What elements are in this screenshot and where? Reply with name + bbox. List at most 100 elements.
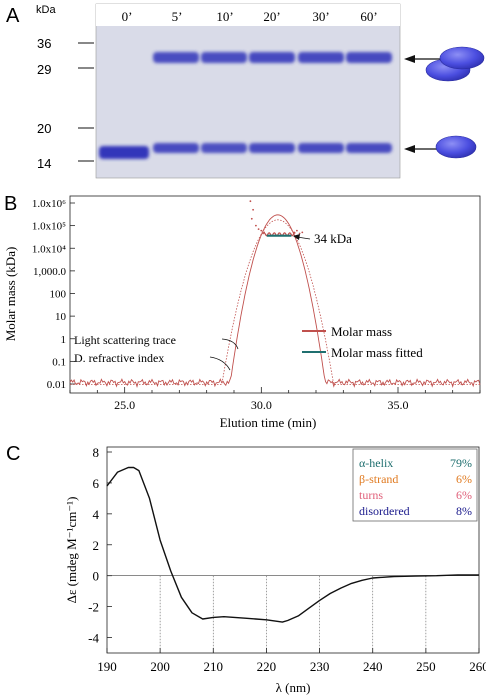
molar-mass-point [257,228,260,231]
leader-light-scattering [221,338,239,350]
y-tick-label: 10 [55,311,67,323]
lane-label-30: 30’ [312,9,329,24]
panel-b-ylabel: Molar mass (kDa) [3,247,18,342]
y-tick-label: -2 [88,600,99,615]
gel-header [96,4,400,26]
monomer-icon [435,135,477,159]
panel-c-x-axis: 190 200 210 220 230 240 250 260 [97,648,486,674]
x-tick-label: 30.0 [251,398,272,412]
leader-refractive-index [209,356,231,371]
dimer-band [153,52,199,63]
y-tick-label: 100 [50,289,67,301]
marker-36: 36 [37,36,51,51]
structure-value: 8% [456,504,472,518]
lane-label-60: 60’ [360,9,377,24]
molar-mass-point [249,200,252,203]
panel-a: A kDa 0’ 5’ 10’ 20’ 30’ 60’ 36 29 20 14 [6,3,485,179]
structure-value: 6% [456,488,472,502]
panel-c-plot-area [106,446,480,654]
structure-label: α-helix [359,456,393,470]
y-tick-label: 1,000.0 [33,266,67,278]
light-scattering-trace [69,214,481,388]
y-tick-label: 1.0x10⁴ [32,243,66,255]
monomer-arrowhead [404,145,415,153]
monomer-band [298,143,344,153]
structure-value: 79% [450,456,472,470]
secondary-structure-box [352,448,478,522]
dimer-band [249,52,295,63]
marker-29: 29 [37,62,51,77]
dimer-band [298,52,344,63]
gel-bands [99,52,392,159]
x-tick-label: 230 [310,659,330,674]
y-tick-label: 2 [93,538,100,553]
marker-14: 14 [37,156,51,171]
panel-c-y-axis: -4 -2 0 2 4 6 8 [88,445,112,646]
structure-value: 6% [456,472,472,486]
panel-c-grid [107,575,479,653]
monomer-band [153,143,199,153]
molar-mass-point [296,229,298,232]
y-tick-label: 0.01 [47,379,66,391]
x-tick-label: 250 [416,659,436,674]
y-tick-label: 0 [93,569,100,584]
molar-mass-point [298,232,301,235]
dimer-band [201,52,247,63]
secondary-structure-table: α-helix 79% β-strand 6% turns 6% disordered 8% [352,448,478,522]
annotation-refractive-index: D. refractive index [74,351,164,365]
x-tick-label: 220 [257,659,277,674]
y-tick-label: 4 [93,507,100,522]
kda-label: kDa [36,4,56,16]
monomer-legend [404,135,477,159]
cd-spectrum-line [106,466,479,623]
structure-label: disordered [359,504,410,518]
lane-label-0: 0’ [122,9,133,24]
monomer-band [346,143,392,153]
y-tick-label: 6 [93,476,100,491]
molar-mass-point [252,208,255,211]
panel-c-xlabel: λ (nm) [276,680,311,695]
panel-c: C -4 -2 0 2 4 6 8 190 200 210 220 230 240 250 260 Δε … [6,443,486,695]
marker-20: 20 [37,121,51,136]
lane-label-20: 20’ [263,9,280,24]
lane-label-10: 10’ [216,9,233,24]
x-tick-label: 260 [469,659,486,674]
structure-label: β-strand [359,472,398,486]
dimer-band [346,52,392,63]
panel-a-letter: A [6,5,20,27]
structure-label: turns [359,488,383,502]
molar-mass-point [260,229,263,232]
monomer-band [99,146,149,159]
panel-b-legend: Molar mass Molar mass fitted [302,324,423,360]
refractive-index-trace [70,219,480,385]
panel-b-xlabel: Elution time (min) [220,415,317,430]
y-tick-label: -4 [88,631,99,646]
y-tick-label: 1.0x10⁶ [32,198,66,210]
panel-b-letter: B [4,193,17,215]
x-tick-label: 25.0 [114,398,135,412]
panel-b: B 0.01 0.1 1 10 100 1,000.0 1.0x10⁴ 1.0x10⁵ 1.0x… [3,193,481,430]
panel-c-ylabel: Δε (mdeg M⁻¹cm⁻¹) [64,497,79,604]
y-tick-label: 8 [93,445,100,460]
lane-labels: 0’ 5’ 10’ 20’ 30’ 60’ [122,9,378,24]
annotation-34kda: 34 kDa [314,231,352,246]
x-tick-label: 240 [363,659,383,674]
panel-c-series [106,466,479,623]
annotation-light-scattering: Light scattering trace [74,333,176,347]
panel-b-x-axis: 25.0 30.0 35.0 [69,387,481,412]
dimer-icon-top [439,46,485,70]
molar-mass-point [255,224,257,227]
molar-mass-point [250,217,253,220]
panel-b-y-axis: 0.01 0.1 1 10 100 1,000.0 1.0x10⁴ 1.0x10⁵ 1.0x10… [32,198,75,391]
marker-labels: 36 29 20 14 [37,36,94,171]
legend-label-molar-mass: Molar mass [331,324,392,339]
dimer-arrowhead [404,55,415,63]
panel-c-letter: C [6,443,20,465]
y-tick-label: 1 [61,334,67,346]
panel-b-series [69,200,481,388]
dimer-legend [404,46,485,82]
annotation-34kda-arrowhead [293,234,300,240]
y-tick-label: 1.0x10⁵ [32,221,66,233]
x-tick-label: 200 [150,659,170,674]
x-tick-label: 210 [204,659,224,674]
